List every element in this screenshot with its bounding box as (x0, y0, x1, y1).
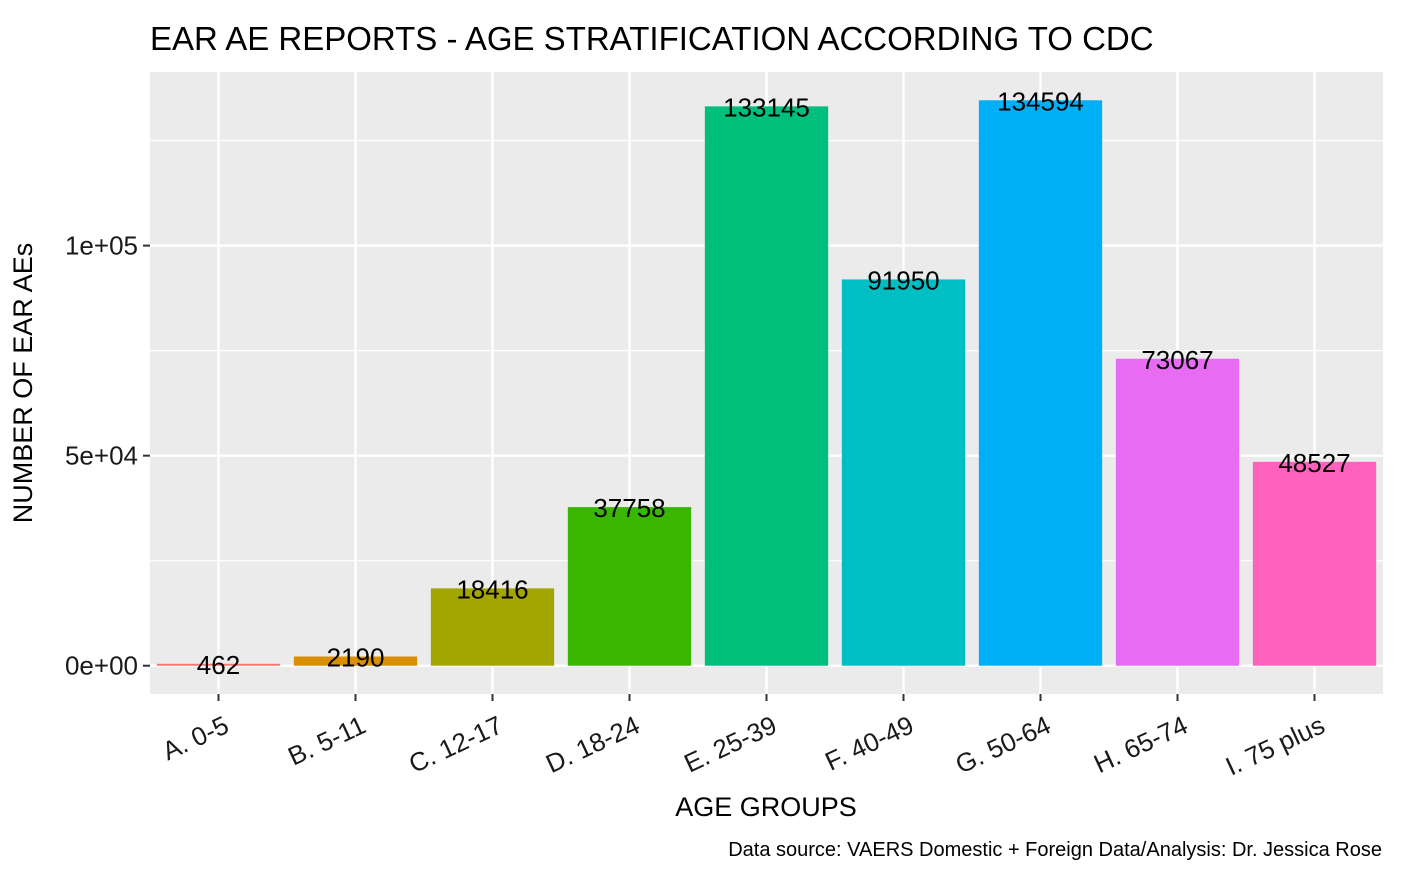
x-tick-label: G. 50-64 (951, 710, 1055, 780)
chart-title: EAR AE REPORTS - AGE STRATIFICATION ACCO… (150, 20, 1154, 57)
bar-value-label: 48527 (1278, 448, 1350, 478)
bar (1252, 461, 1377, 666)
bar-value-label: 18416 (456, 574, 528, 604)
bar (841, 279, 966, 666)
bar-value-label: 2190 (327, 643, 385, 673)
y-tick-label: 1e+05 (65, 231, 138, 261)
x-tick-label: C. 12-17 (404, 710, 507, 779)
bar (567, 507, 692, 666)
x-axis: A. 0-5 B. 5-11 C. 12-17 D. 18-24 E. 25-39 F. … (158, 694, 1329, 782)
bars-layer (156, 100, 1377, 666)
x-tick-label: B. 5-11 (283, 710, 370, 772)
bar-value-label: 91950 (867, 265, 939, 295)
y-axis-title: NUMBER OF EAR AEs (8, 243, 38, 524)
x-axis-title: AGE GROUPS (675, 792, 857, 822)
bar (1115, 358, 1240, 666)
x-tick-label: I. 75 plus (1221, 710, 1329, 782)
bar (704, 106, 829, 666)
bar (430, 588, 555, 666)
x-tick-label: H. 65-74 (1089, 710, 1192, 779)
bar (293, 656, 418, 666)
bar (978, 100, 1103, 666)
x-tick-label: A. 0-5 (158, 710, 234, 767)
x-tick-label: E. 25-39 (679, 710, 781, 779)
bar-labels-layer: 462 2190 18416 37758 133145 91950 134594 73067 4… (197, 86, 1351, 680)
y-tick-label: 5e+04 (65, 441, 138, 471)
y-tick-label: 0e+00 (65, 651, 138, 681)
bar-value-label: 37758 (593, 493, 665, 523)
y-axis: 0e+00 5e+04 1e+05 (65, 231, 150, 681)
x-tick-label: D. 18-24 (541, 710, 644, 779)
bar-value-label: 73067 (1141, 345, 1213, 375)
bar (156, 663, 281, 666)
bar-value-label: 133145 (723, 92, 810, 122)
bar-value-label: 134594 (997, 86, 1084, 116)
chart-caption: Data source: VAERS Domestic + Foreign Da… (728, 839, 1382, 861)
bar-value-label: 462 (197, 650, 240, 680)
x-tick-label: F. 40-49 (820, 710, 918, 777)
